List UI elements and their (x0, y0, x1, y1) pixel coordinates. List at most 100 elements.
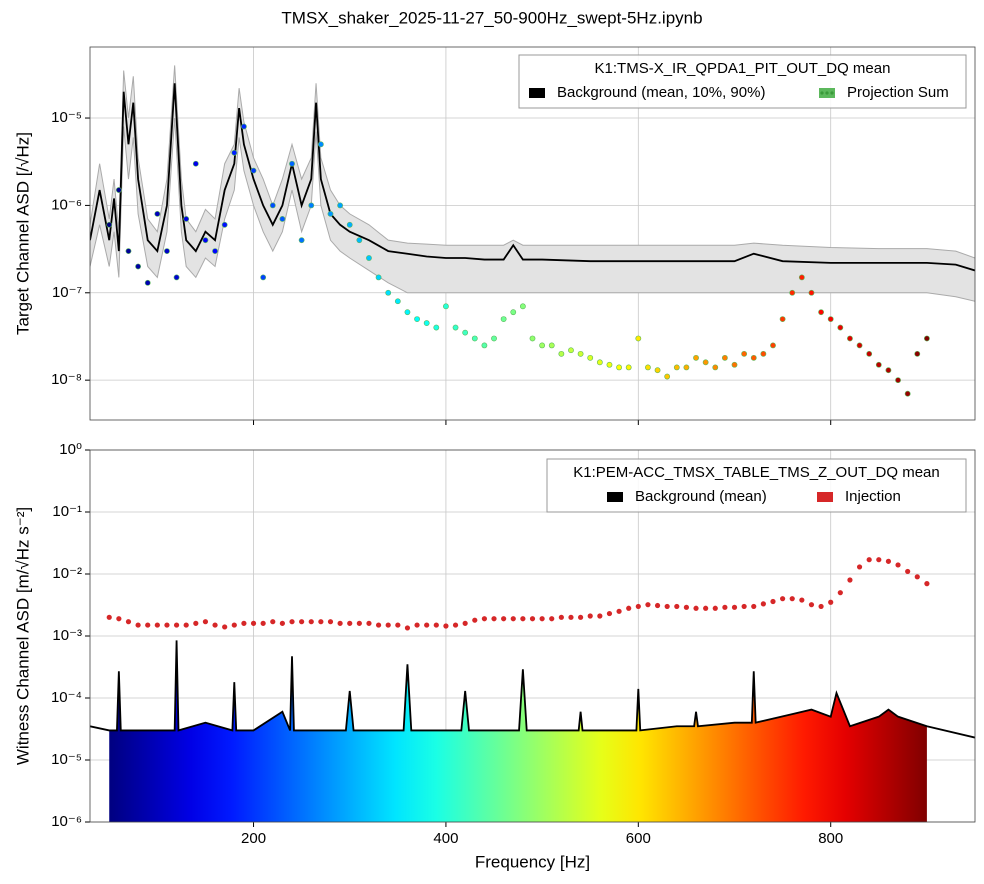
legend: K1:TMS-X_IR_QPDA1_PIT_OUT_DQ mean Backgro… (518, 54, 967, 109)
legend-box (518, 54, 967, 109)
data-point (856, 564, 863, 570)
data-point (635, 335, 642, 342)
data-point (231, 149, 238, 156)
data-point (751, 603, 757, 610)
data-point (837, 590, 843, 596)
data-point (501, 616, 507, 622)
data-point (250, 167, 257, 174)
data-point (279, 620, 285, 626)
data-point (866, 350, 873, 357)
data-point (337, 202, 344, 209)
data-point (856, 342, 863, 349)
data-point (395, 622, 401, 628)
data-point (299, 619, 305, 625)
data-point (587, 613, 593, 619)
data-point (135, 622, 141, 628)
data-point (597, 613, 603, 619)
data-point (116, 616, 122, 622)
legend-swatch (529, 88, 545, 98)
plot-area (90, 65, 975, 397)
data-point (375, 274, 382, 281)
legend-dot (830, 91, 834, 95)
data-point (895, 562, 901, 568)
data-point (693, 605, 699, 611)
data-point (375, 622, 382, 628)
data-point (308, 202, 315, 209)
data-point (202, 237, 209, 244)
data-point (472, 617, 478, 623)
line (90, 640, 975, 739)
data-point (885, 558, 892, 564)
data-point (904, 390, 911, 397)
data-point (385, 289, 392, 296)
data-point (924, 335, 930, 342)
data-point (596, 359, 603, 366)
data-point (577, 350, 584, 357)
data-point (828, 599, 834, 605)
data-point (722, 604, 728, 610)
y-axis-label: Witness Channel ASD [m/√Hz s⁻²] (13, 507, 32, 765)
data-point (269, 202, 276, 209)
data-point (404, 625, 411, 631)
data-point (924, 581, 930, 587)
data-point (837, 324, 844, 331)
data-point (876, 557, 882, 563)
data-point (173, 622, 180, 628)
data-point (260, 620, 266, 626)
data-point (760, 601, 766, 607)
data-point (144, 279, 151, 286)
legend-swatch (607, 492, 623, 502)
data-point (529, 335, 536, 342)
subplot: 10⁻⁸ 10⁻⁷ 10⁻⁶ 10⁻⁵ Target Channel ASD [/√Hz… (13, 46, 976, 425)
data-point (731, 361, 738, 368)
data-point (212, 622, 218, 628)
percentile-line (90, 65, 975, 259)
data-point (664, 603, 670, 610)
data-point (346, 221, 353, 228)
data-point (404, 309, 411, 316)
data-point (125, 619, 132, 625)
data-point (452, 622, 459, 628)
data-point (741, 350, 748, 357)
data-point (500, 316, 507, 322)
legend-label: Background (mean, 10%, 90%) (557, 84, 765, 101)
data-point (289, 160, 295, 167)
data-point (914, 574, 920, 580)
data-point (318, 619, 324, 625)
legend: K1:PEM-ACC_TMSX_TABLE_TMS_Z_OUT_DQ mean B… (546, 458, 967, 513)
data-point (481, 342, 488, 349)
data-point (750, 354, 757, 361)
data-point (799, 597, 805, 603)
data-point (481, 616, 488, 622)
data-point (905, 568, 911, 575)
data-point (808, 289, 815, 296)
data-point (866, 557, 872, 563)
data-point (414, 622, 420, 628)
figure-title: TMSX_shaker_2025-11-27_50-900Hz_swept-5H… (281, 8, 702, 27)
data-point (519, 303, 526, 310)
data-point (433, 622, 439, 628)
data-point (452, 324, 459, 331)
data-point (471, 335, 478, 342)
x-tick-label: 400 (433, 830, 458, 847)
data-point (164, 622, 170, 628)
data-point (847, 335, 853, 342)
x-tick-label: 200 (241, 830, 266, 847)
data-point (462, 329, 469, 336)
data-point (385, 622, 391, 628)
data-point (424, 622, 430, 628)
data-point (625, 364, 632, 371)
data-point (414, 316, 420, 322)
data-point (491, 616, 497, 622)
data-point (491, 335, 497, 342)
data-point (173, 274, 180, 281)
data-point (693, 354, 699, 361)
y-tick-label: 10⁻⁶ (51, 813, 82, 830)
data-point (808, 602, 815, 608)
y-tick-label: 10⁻⁸ (51, 371, 82, 388)
data-point (539, 616, 545, 622)
data-point (183, 622, 189, 628)
data-point (780, 596, 786, 602)
data-point (798, 274, 805, 281)
